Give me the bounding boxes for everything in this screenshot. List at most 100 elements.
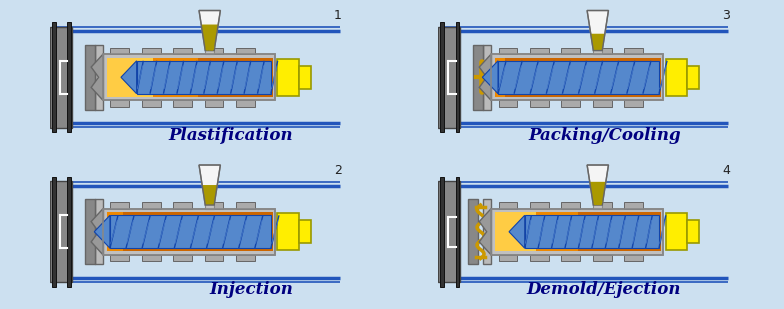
FancyBboxPatch shape <box>456 177 459 287</box>
FancyBboxPatch shape <box>205 202 223 209</box>
FancyBboxPatch shape <box>499 100 517 107</box>
FancyBboxPatch shape <box>561 48 580 54</box>
FancyBboxPatch shape <box>593 205 602 209</box>
FancyBboxPatch shape <box>499 202 517 209</box>
FancyBboxPatch shape <box>111 48 129 54</box>
FancyBboxPatch shape <box>299 66 311 88</box>
FancyBboxPatch shape <box>67 177 71 287</box>
FancyBboxPatch shape <box>440 22 444 132</box>
FancyBboxPatch shape <box>624 100 643 107</box>
FancyBboxPatch shape <box>52 177 56 287</box>
FancyBboxPatch shape <box>95 44 103 110</box>
Polygon shape <box>479 54 491 100</box>
Polygon shape <box>91 209 103 255</box>
FancyBboxPatch shape <box>107 212 123 251</box>
Text: 2: 2 <box>334 163 342 176</box>
FancyBboxPatch shape <box>624 255 643 261</box>
FancyBboxPatch shape <box>205 205 214 209</box>
FancyBboxPatch shape <box>142 255 161 261</box>
FancyBboxPatch shape <box>236 202 255 209</box>
FancyBboxPatch shape <box>95 199 103 265</box>
FancyBboxPatch shape <box>110 215 271 248</box>
FancyBboxPatch shape <box>495 212 578 251</box>
FancyBboxPatch shape <box>205 100 223 107</box>
FancyBboxPatch shape <box>103 54 275 100</box>
Polygon shape <box>590 34 604 51</box>
FancyBboxPatch shape <box>499 255 517 261</box>
FancyBboxPatch shape <box>173 100 192 107</box>
FancyBboxPatch shape <box>499 48 517 54</box>
Polygon shape <box>94 215 110 248</box>
Text: 3: 3 <box>722 9 730 22</box>
FancyBboxPatch shape <box>495 212 662 251</box>
FancyBboxPatch shape <box>440 177 444 287</box>
Polygon shape <box>199 165 220 205</box>
FancyBboxPatch shape <box>103 209 275 255</box>
FancyBboxPatch shape <box>687 66 699 88</box>
FancyBboxPatch shape <box>530 202 549 209</box>
Polygon shape <box>202 185 217 205</box>
FancyBboxPatch shape <box>530 48 549 54</box>
FancyBboxPatch shape <box>495 212 536 251</box>
FancyBboxPatch shape <box>278 213 299 250</box>
FancyBboxPatch shape <box>67 22 71 132</box>
FancyBboxPatch shape <box>107 212 274 251</box>
FancyBboxPatch shape <box>49 27 72 128</box>
FancyBboxPatch shape <box>530 100 549 107</box>
FancyBboxPatch shape <box>624 202 643 209</box>
FancyBboxPatch shape <box>107 58 274 97</box>
FancyBboxPatch shape <box>173 48 192 54</box>
Polygon shape <box>199 11 220 51</box>
Polygon shape <box>479 209 491 255</box>
Polygon shape <box>482 61 498 94</box>
FancyBboxPatch shape <box>593 50 602 54</box>
FancyBboxPatch shape <box>236 100 255 107</box>
FancyBboxPatch shape <box>593 48 612 54</box>
FancyBboxPatch shape <box>593 100 612 107</box>
FancyBboxPatch shape <box>111 100 129 107</box>
Polygon shape <box>509 215 524 248</box>
FancyBboxPatch shape <box>205 255 223 261</box>
Text: Packing/Cooling: Packing/Cooling <box>528 127 681 144</box>
FancyBboxPatch shape <box>593 202 612 209</box>
Text: Plastification: Plastification <box>169 127 293 144</box>
Text: 4: 4 <box>722 163 730 176</box>
FancyBboxPatch shape <box>593 255 612 261</box>
FancyBboxPatch shape <box>173 255 192 261</box>
FancyBboxPatch shape <box>111 255 129 261</box>
FancyBboxPatch shape <box>107 58 154 97</box>
FancyBboxPatch shape <box>483 199 491 265</box>
FancyBboxPatch shape <box>111 202 129 209</box>
FancyBboxPatch shape <box>205 48 223 54</box>
FancyBboxPatch shape <box>437 181 460 282</box>
FancyBboxPatch shape <box>85 199 95 265</box>
FancyBboxPatch shape <box>474 44 483 110</box>
Polygon shape <box>91 54 103 100</box>
FancyBboxPatch shape <box>491 54 663 100</box>
FancyBboxPatch shape <box>524 215 659 248</box>
FancyBboxPatch shape <box>236 255 255 261</box>
FancyBboxPatch shape <box>666 213 687 250</box>
FancyBboxPatch shape <box>278 59 299 96</box>
FancyBboxPatch shape <box>624 48 643 54</box>
FancyBboxPatch shape <box>142 100 161 107</box>
FancyBboxPatch shape <box>530 255 549 261</box>
FancyBboxPatch shape <box>666 59 687 96</box>
FancyBboxPatch shape <box>687 221 699 243</box>
FancyBboxPatch shape <box>561 100 580 107</box>
FancyBboxPatch shape <box>483 44 491 110</box>
FancyBboxPatch shape <box>136 61 271 94</box>
FancyBboxPatch shape <box>85 44 95 110</box>
FancyBboxPatch shape <box>498 61 659 94</box>
FancyBboxPatch shape <box>173 202 192 209</box>
Polygon shape <box>201 24 218 51</box>
FancyBboxPatch shape <box>561 255 580 261</box>
FancyBboxPatch shape <box>456 22 459 132</box>
Text: 1: 1 <box>334 9 342 22</box>
FancyBboxPatch shape <box>299 221 311 243</box>
Text: Demold/Ejection: Demold/Ejection <box>527 281 681 298</box>
FancyBboxPatch shape <box>495 58 662 97</box>
FancyBboxPatch shape <box>236 48 255 54</box>
FancyBboxPatch shape <box>107 58 198 97</box>
FancyBboxPatch shape <box>437 27 460 128</box>
